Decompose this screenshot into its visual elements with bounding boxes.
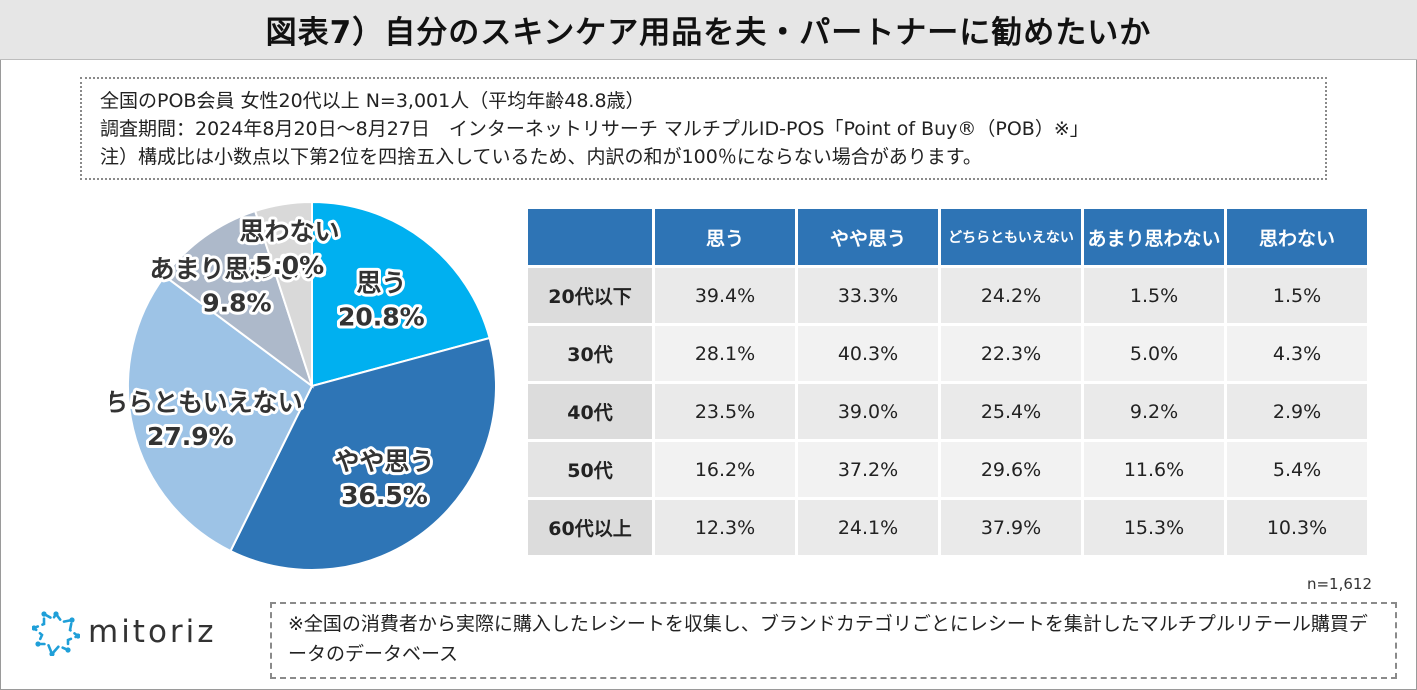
survey-note-line: 調査期間：2024年8月20日～8月27日 インターネットリサーチ マルチプルI… — [100, 118, 1089, 140]
table-cell: 1.5% — [1227, 268, 1367, 323]
table-cell: 10.3% — [1227, 500, 1367, 555]
row-header: 30代 — [528, 326, 652, 381]
title-bar: 図表7）自分のスキンケア用品を夫・パートナーに勧めたいか — [0, 0, 1417, 60]
table-cell: 28.1% — [655, 326, 795, 381]
pie-chart-area: 思う 20.8% やや思う 36.5% どちらともいえない 27.9% あまり思わない 9.8… — [110, 190, 520, 590]
pie-slice — [127, 274, 314, 553]
footnote-box: ※全国の消費者から実際に購入したレシートを収集し、ブランドカテゴリごとにレシート… — [270, 602, 1397, 679]
table-cell: 2.9% — [1227, 384, 1367, 439]
survey-note-line: 注）構成比は小数点以下第2位を四捨五入しているため、内訳の和が100％にならない… — [100, 146, 982, 168]
row-header: 40代 — [528, 384, 652, 439]
table-row: 30代 28.1% 40.3% 22.3% 5.0% 4.3% — [528, 326, 1367, 381]
column-header: あまり思わない — [1084, 209, 1224, 265]
pie-slice — [253, 200, 313, 387]
crosstab-table: 思う やや思う どちらともいえない あまり思わない 思わない 20代以下 39.… — [525, 206, 1370, 558]
table-row: 60代以上 12.3% 24.1% 37.9% 15.3% 10.3% — [528, 500, 1367, 555]
pie-chart: 思う 20.8% やや思う 36.5% どちらともいえない 27.9% あまり思わない 9.8… — [110, 200, 497, 571]
pie-slice-label: 思う — [356, 268, 406, 297]
table-corner-cell — [528, 209, 652, 265]
table-cell: 37.9% — [941, 500, 1081, 555]
column-header: 思う — [655, 209, 795, 265]
pie-slice-label: あまり思わない — [149, 254, 324, 283]
table-cell: 5.0% — [1084, 326, 1224, 381]
table-row: 20代以下 39.4% 33.3% 24.2% 1.5% 1.5% — [528, 268, 1367, 323]
table-cell: 9.2% — [1084, 384, 1224, 439]
footnote-text: ※全国の消費者から実際に購入したレシートを収集し、ブランドカテゴリごとにレシート… — [288, 613, 1368, 665]
pie-slice-value: 27.9% — [147, 422, 234, 451]
row-header: 60代以上 — [528, 500, 652, 555]
sample-size-label: n=1,612 — [1306, 575, 1372, 593]
column-header: 思わない — [1227, 209, 1367, 265]
table-cell: 1.5% — [1084, 268, 1224, 323]
table-cell: 40.3% — [798, 326, 938, 381]
pie-slice — [229, 336, 497, 571]
table-cell: 16.2% — [655, 442, 795, 497]
logo-text: mitoriz — [88, 614, 217, 650]
row-header: 50代 — [528, 442, 652, 497]
table-cell: 33.3% — [798, 268, 938, 323]
table-cell: 24.2% — [941, 268, 1081, 323]
table-row: 40代 23.5% 39.0% 25.4% 9.2% 2.9% — [528, 384, 1367, 439]
table-cell: 5.4% — [1227, 442, 1367, 497]
table-cell: 23.5% — [655, 384, 795, 439]
table-cell: 29.6% — [941, 442, 1081, 497]
table-cell: 22.3% — [941, 326, 1081, 381]
table-cell: 15.3% — [1084, 500, 1224, 555]
pie-slice — [311, 200, 491, 388]
table-row: 50代 16.2% 37.2% 29.6% 11.6% 5.4% — [528, 442, 1367, 497]
column-header: どちらともいえない — [941, 209, 1081, 265]
table-cell: 4.3% — [1227, 326, 1367, 381]
figure-title: 図表7）自分のスキンケア用品を夫・パートナーに勧めたいか — [265, 15, 1152, 51]
column-header: やや思う — [798, 209, 938, 265]
table-cell: 12.3% — [655, 500, 795, 555]
mitoriz-logo-icon — [32, 611, 80, 656]
crosstab-table-wrap: 思う やや思う どちらともいえない あまり思わない 思わない 20代以下 39.… — [525, 206, 1370, 558]
table-cell: 25.4% — [941, 384, 1081, 439]
survey-note-box: 全国のPOB会員 女性20代以上 N=3,001人（平均年齢48.8歳） 調査期… — [80, 77, 1327, 180]
pie-slice-value: 9.8% — [202, 288, 271, 317]
pie-slice-value: 36.5% — [341, 481, 428, 510]
pie-slice — [163, 209, 314, 389]
survey-note-line: 全国のPOB会員 女性20代以上 N=3,001人（平均年齢48.8歳） — [100, 90, 645, 112]
pie-slice-value: 5.0% — [255, 251, 324, 280]
table-cell: 24.1% — [798, 500, 938, 555]
table-cell: 39.0% — [798, 384, 938, 439]
table-cell: 37.2% — [798, 442, 938, 497]
pie-slice-label: やや思う — [334, 447, 434, 476]
table-cell: 39.4% — [655, 268, 795, 323]
pie-slice-label: 思わない — [240, 217, 340, 246]
pie-slice-value: 20.8% — [338, 302, 425, 331]
table-cell: 11.6% — [1084, 442, 1224, 497]
table-header-row: 思う やや思う どちらともいえない あまり思わない 思わない — [528, 209, 1367, 265]
row-header: 20代以下 — [528, 268, 652, 323]
pie-slice-label: どちらともいえない — [110, 388, 303, 417]
mitoriz-logo: mitoriz — [32, 608, 217, 656]
